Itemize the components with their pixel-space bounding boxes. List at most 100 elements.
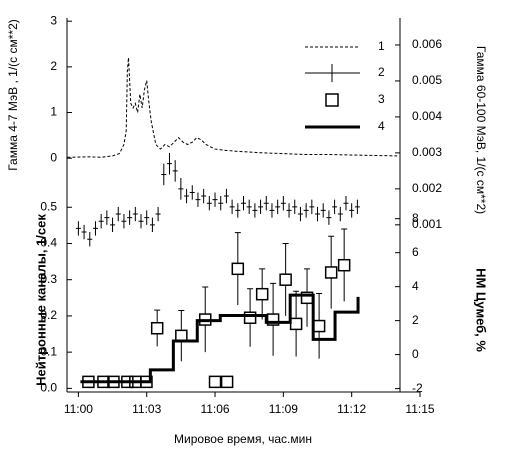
y-tick-label: 1 [50,105,57,119]
x-tick-label: 11:06 [200,402,229,416]
y-tick-label: 0.2 [40,308,57,322]
y2-axis-label: НМ Цумеб, % [474,268,489,352]
error-cross [104,210,110,225]
y2-axis-label: Гамма 60-100 МэВ, 1/(с см**2) [474,46,488,214]
error-cross [229,199,235,215]
error-cross [258,199,264,215]
error-bar [328,235,335,309]
y-tick-label: 0.4 [40,236,57,250]
square-marker [255,287,269,301]
error-cross [184,188,190,204]
square-marker [208,375,222,389]
error-cross [309,199,315,215]
error-cross [212,192,218,207]
y-tick-label: 0.1 [40,344,57,358]
x-tick-label: 11:12 [337,402,366,416]
error-cross [252,203,258,218]
x-tick-label: 11:15 [405,402,434,416]
error-cross [292,199,298,215]
y-tick-label: 2 [50,59,57,73]
y-tick-label: 0.0 [40,381,57,395]
error-bar [270,282,277,356]
error-cross [172,160,178,182]
y-tick-label: 0.3 [40,272,57,286]
error-cross [303,203,309,218]
legend-cross [305,64,360,82]
y-axis-label: Гамма 4-7 МэВ , 1/(с см**2) [6,19,20,171]
y-tick-label: 3 [50,13,57,27]
error-bar [316,292,323,359]
error-cross [115,206,121,222]
y2-tick-label: -2 [412,381,423,395]
x-tick-label: 11:00 [64,402,93,416]
error-cross [218,196,224,211]
error-cross [343,196,349,211]
y2-tick-label: 0.004 [412,109,442,123]
y2-tick-label: 0.002 [412,181,442,195]
square-marker [289,317,303,331]
y2-tick-label: 0 [412,347,419,361]
error-cross [223,188,229,204]
x-tick-label: 11:03 [132,402,161,416]
step-line [80,293,360,384]
square-marker [312,319,326,333]
legend-label: 4 [378,119,385,133]
square-marker [337,258,351,272]
error-cross [75,221,81,236]
error-cross [127,210,133,225]
error-cross [161,163,167,186]
error-cross [337,206,343,222]
error-cross [297,206,303,222]
square-marker [150,321,164,335]
square-marker [324,266,338,279]
dashed-line [67,57,398,158]
y2-tick-label: 0.005 [412,73,442,87]
y2-tick-label: 4 [412,279,419,293]
x-axis-label: Мировое время, час.мин [174,432,312,446]
legend-square [325,93,339,107]
y-tick-label: 0.5 [40,199,57,213]
error-cross [275,199,281,215]
error-cross [155,206,161,222]
error-cross [315,206,321,222]
error-cross [241,196,246,211]
error-bar [178,309,185,362]
y2-tick-label: 2 [412,313,419,327]
error-cross [81,224,87,240]
error-bar [234,232,241,306]
x-tick-label: 11:09 [269,402,298,416]
legend-label: 1 [378,39,385,53]
square-marker [220,375,234,389]
error-cross [235,203,241,218]
square-marker [231,262,245,276]
y2-tick-label: 0.006 [412,37,442,51]
error-cross [246,199,252,215]
error-cross [121,214,127,229]
error-cross [189,185,195,200]
error-cross [92,221,98,236]
error-cross [349,203,355,218]
error-bar [282,242,289,316]
error-cross [132,206,138,222]
y2-tick-label: 0.003 [412,145,442,159]
error-bar [259,268,266,320]
error-cross [98,214,104,229]
error-cross [206,196,212,211]
error-bar [304,268,311,327]
legend-label: 3 [378,92,385,106]
y-axis-label: Нейтронные каналы, 1/сек [33,214,48,386]
error-bar [202,286,209,353]
error-cross [87,232,93,247]
error-cross [263,196,269,211]
error-bar [293,290,300,357]
error-cross [178,178,184,200]
error-cross [166,152,172,175]
error-bar [341,228,348,302]
error-cross [332,199,338,215]
error-bar [247,288,254,347]
error-cross [201,188,207,204]
error-cross [144,210,150,225]
error-cross [195,192,201,207]
